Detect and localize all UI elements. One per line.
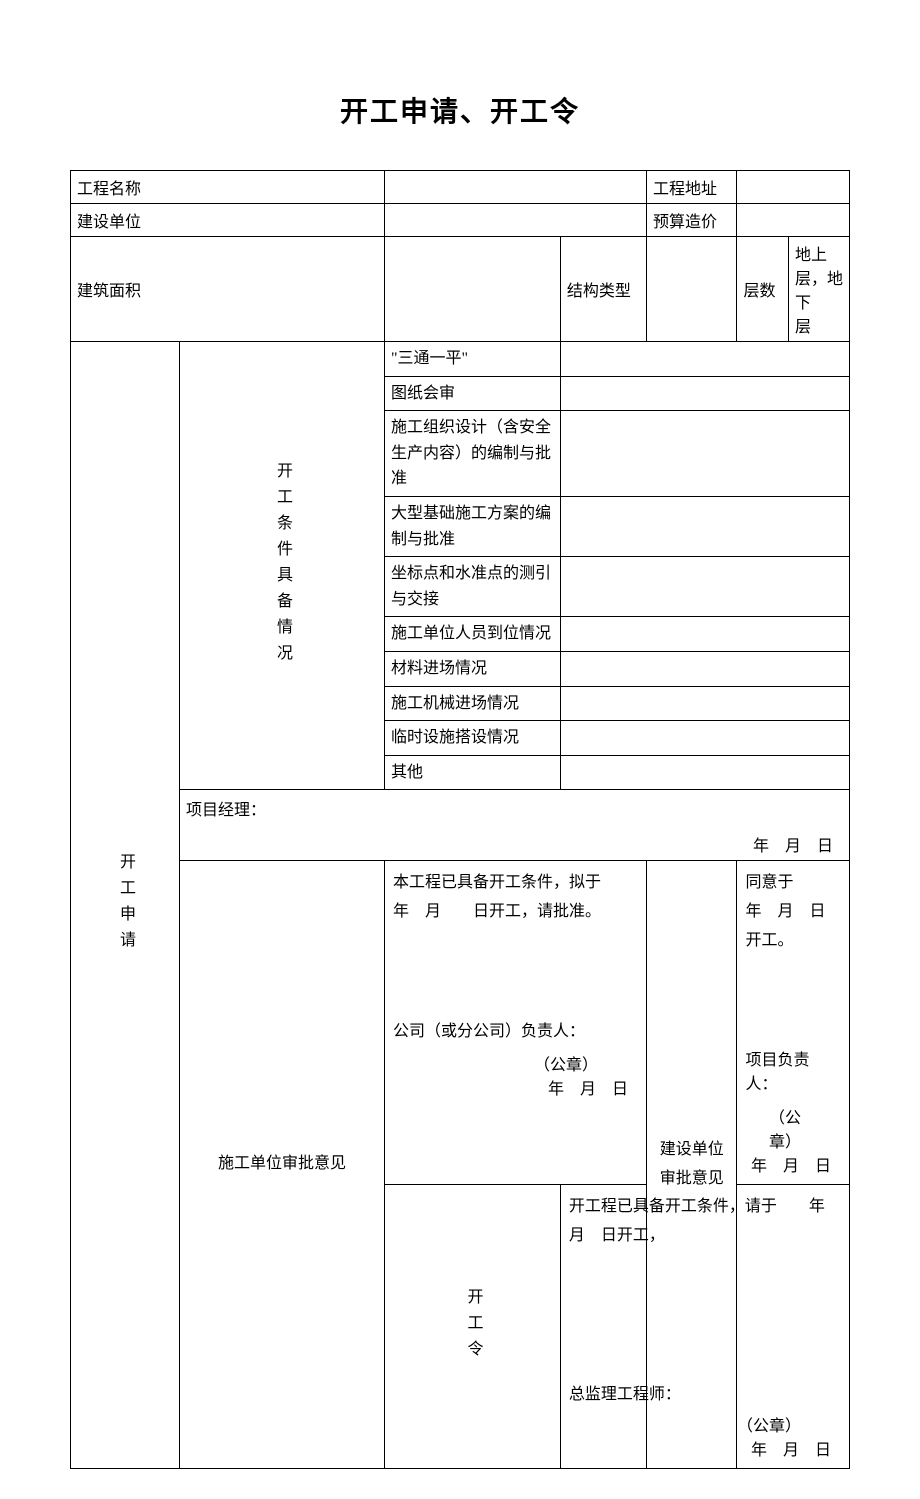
- condition-santong: "三通一平": [385, 342, 561, 377]
- application-section-label: 开工申请: [71, 342, 180, 1469]
- condition-drawing: 图纸会审: [385, 376, 561, 411]
- form-table: 工程名称 工程地址 建设单位 预算造价 建筑面积 结构类型 层数 地上 层，地下…: [70, 170, 850, 1499]
- condition-other-value: [560, 755, 849, 790]
- build-seal: （公章）: [745, 1104, 841, 1152]
- budget-value: [737, 204, 850, 237]
- project-manager-cell: 项目经理： 年 月 日: [180, 790, 850, 861]
- condition-tempfac: 临时设施搭设情况: [385, 721, 561, 756]
- project-manager-label: 项目经理：: [186, 796, 843, 820]
- condition-personnel: 施工单位人员到位情况: [385, 617, 561, 652]
- build-approval-cell: 同意于 年 月 日开工。 项目负责人： （公章） 年 月 日: [737, 861, 850, 1184]
- condition-foundation-value: [560, 496, 849, 556]
- budget-label: 预算造价: [647, 204, 737, 237]
- build-approval-text: 同意于 年 月 日开工。: [745, 869, 841, 955]
- building-area-label: 建筑面积: [71, 237, 385, 342]
- construction-seal: （公章）: [393, 1051, 638, 1075]
- condition-coords-value: [560, 557, 849, 617]
- condition-tempfac-value: [560, 721, 849, 756]
- condition-other: 其他: [385, 755, 561, 790]
- project-address-label: 工程地址: [647, 171, 737, 204]
- construction-signer: 公司（或分公司）负责人：: [393, 1017, 638, 1041]
- structure-type-label: 结构类型: [560, 237, 646, 342]
- condition-santong-value: [560, 342, 849, 377]
- order-cell: 开工程已具备开工条件，请于 年 月 日开工， 总监理工程师： （公章） 年 月 …: [560, 1184, 849, 1469]
- floors-value: 地上 层，地下 层: [789, 237, 850, 342]
- project-name-value: [385, 171, 647, 204]
- condition-drawing-value: [560, 376, 849, 411]
- build-signer: 项目负责人：: [745, 1046, 841, 1094]
- project-address-value: [737, 171, 850, 204]
- construction-unit-label: 建设单位: [71, 204, 385, 237]
- order-text: 开工程已具备开工条件，请于 年 月 日开工，: [569, 1193, 841, 1251]
- floors-label: 层数: [737, 237, 789, 342]
- construction-approval-cell: 本工程已具备开工条件，拟于 年 月 日开工，请批准。 公司（或分公司）负责人： …: [385, 861, 647, 1184]
- condition-orgdesign-value: [560, 411, 849, 497]
- condition-section-label: 开工条件具备情况: [180, 342, 385, 790]
- structure-type-value: [647, 237, 737, 342]
- order-seal: （公章）: [569, 1412, 841, 1436]
- construction-date: 年 月 日: [393, 1075, 638, 1099]
- condition-orgdesign: 施工组织设计（含安全生产内容）的编制与批准: [385, 411, 561, 497]
- condition-materials: 材料进场情况: [385, 651, 561, 686]
- build-date: 年 月 日: [745, 1152, 841, 1176]
- construction-approval-label: 施工单位审批意见: [180, 861, 385, 1469]
- condition-personnel-value: [560, 617, 849, 652]
- construction-unit-value: [385, 204, 647, 237]
- condition-foundation: 大型基础施工方案的编制与批准: [385, 496, 561, 556]
- supervisor-label: 总监理工程师：: [569, 1380, 841, 1404]
- order-section-label: 开工令: [385, 1184, 561, 1469]
- condition-machinery-value: [560, 686, 849, 721]
- building-area-value: [385, 237, 561, 342]
- condition-machinery: 施工机械进场情况: [385, 686, 561, 721]
- pm-date: 年 月 日: [186, 832, 843, 856]
- order-date: 年 月 日: [569, 1436, 841, 1460]
- page-title: 开工申请、开工令: [70, 90, 850, 130]
- condition-coords: 坐标点和水准点的测引与交接: [385, 557, 561, 617]
- condition-materials-value: [560, 651, 849, 686]
- construction-approval-text: 本工程已具备开工条件，拟于 年 月 日开工，请批准。: [393, 869, 638, 927]
- project-name-label: 工程名称: [71, 171, 385, 204]
